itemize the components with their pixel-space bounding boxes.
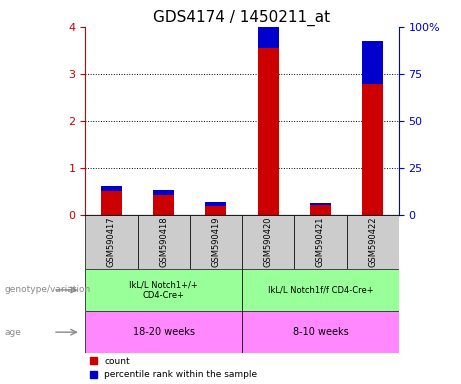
Text: GSM590418: GSM590418: [159, 217, 168, 267]
Text: GSM590420: GSM590420: [264, 217, 272, 267]
Bar: [85, 269, 242, 311]
Bar: [242, 269, 399, 311]
Bar: [85, 311, 242, 353]
Text: GSM590422: GSM590422: [368, 217, 377, 267]
Text: 8-10 weeks: 8-10 weeks: [293, 327, 348, 337]
Bar: [190, 215, 242, 269]
Bar: [137, 215, 190, 269]
Bar: [153, 190, 174, 195]
Text: genotype/variation: genotype/variation: [5, 285, 91, 295]
Bar: [294, 215, 347, 269]
Bar: [258, 48, 278, 215]
Text: age: age: [5, 328, 22, 337]
Text: IkL/L Notch1f/f CD4-Cre+: IkL/L Notch1f/f CD4-Cre+: [267, 285, 373, 295]
Text: IkL/L Notch1+/+
CD4-Cre+: IkL/L Notch1+/+ CD4-Cre+: [129, 280, 198, 300]
Bar: [242, 311, 399, 353]
Title: GDS4174 / 1450211_at: GDS4174 / 1450211_at: [154, 9, 331, 25]
Bar: [206, 206, 226, 215]
Bar: [206, 202, 226, 206]
Bar: [242, 215, 294, 269]
Bar: [310, 205, 331, 215]
Bar: [310, 203, 331, 205]
Bar: [362, 84, 383, 215]
Bar: [362, 41, 383, 84]
Bar: [101, 190, 122, 215]
Text: 18-20 weeks: 18-20 weeks: [133, 327, 195, 337]
Text: GSM590419: GSM590419: [212, 217, 220, 267]
Bar: [85, 215, 137, 269]
Text: GSM590417: GSM590417: [107, 217, 116, 267]
Bar: [153, 195, 174, 215]
Bar: [258, 0, 278, 48]
Text: GSM590421: GSM590421: [316, 217, 325, 267]
Bar: [101, 186, 122, 190]
Legend: count, percentile rank within the sample: count, percentile rank within the sample: [90, 357, 257, 379]
Bar: [347, 215, 399, 269]
